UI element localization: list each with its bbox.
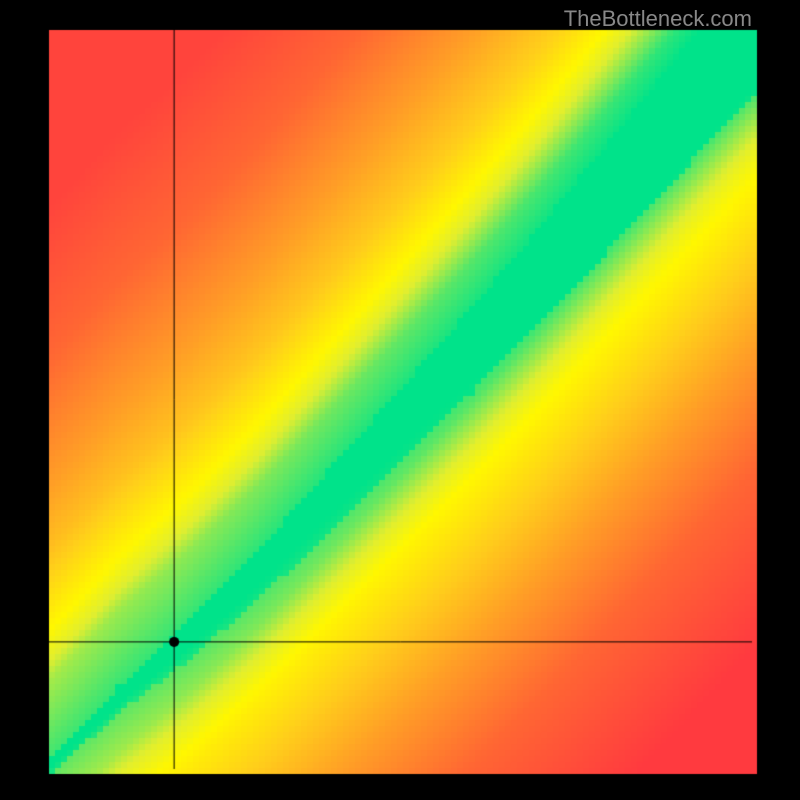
bottleneck-heatmap [0,0,800,800]
attribution-text: TheBottleneck.com [564,6,752,32]
chart-container: TheBottleneck.com [0,0,800,800]
